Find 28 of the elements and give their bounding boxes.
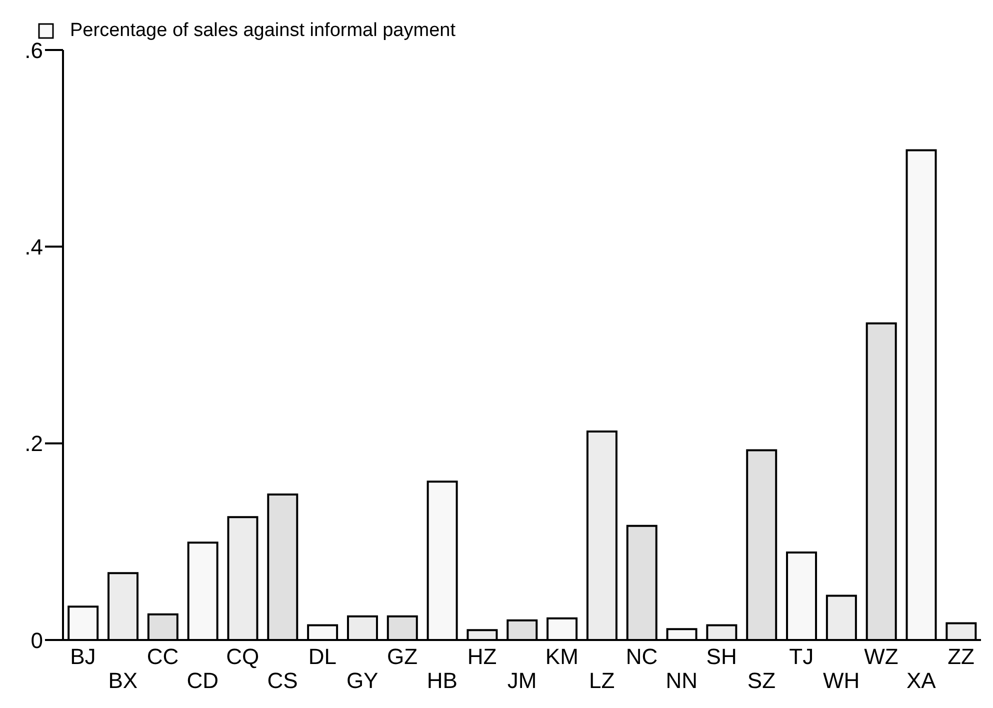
x-tick-label: BX — [108, 668, 138, 693]
x-tick-label: KM — [545, 644, 578, 669]
y-tick-label: .2 — [24, 431, 43, 456]
x-tick-label: JM — [507, 668, 537, 693]
y-tick-label: .6 — [24, 38, 43, 63]
x-tick-label: WZ — [864, 644, 898, 669]
x-tick-label: BJ — [70, 644, 96, 669]
x-tick-label: CS — [267, 668, 298, 693]
legend-label: Percentage of sales against informal payment — [70, 20, 456, 42]
x-tick-label: DL — [308, 644, 336, 669]
y-tick-label: .4 — [24, 234, 43, 260]
x-tick-label: ZZ — [948, 644, 974, 669]
x-tick-label: WH — [822, 668, 860, 693]
x-tick-label: NN — [666, 668, 698, 693]
x-tick-label: XA — [906, 668, 936, 693]
x-tick-label: CD — [186, 668, 219, 693]
x-tick-label: HZ — [467, 644, 497, 669]
x-tick-label: SZ — [747, 668, 776, 693]
x-tick-label: CC — [146, 644, 179, 669]
x-tick-label: TJ — [789, 644, 814, 669]
x-tick-label: HB — [426, 668, 458, 693]
x-tick-label: LZ — [588, 668, 615, 693]
x-tick-label: GZ — [386, 644, 418, 669]
x-tick-label: CQ — [226, 644, 260, 669]
y-tick-label: 0 — [30, 628, 43, 653]
x-tick-label: GY — [346, 668, 379, 693]
x-tick-label: NC — [626, 644, 658, 669]
x-tick-label: SH — [706, 644, 737, 669]
